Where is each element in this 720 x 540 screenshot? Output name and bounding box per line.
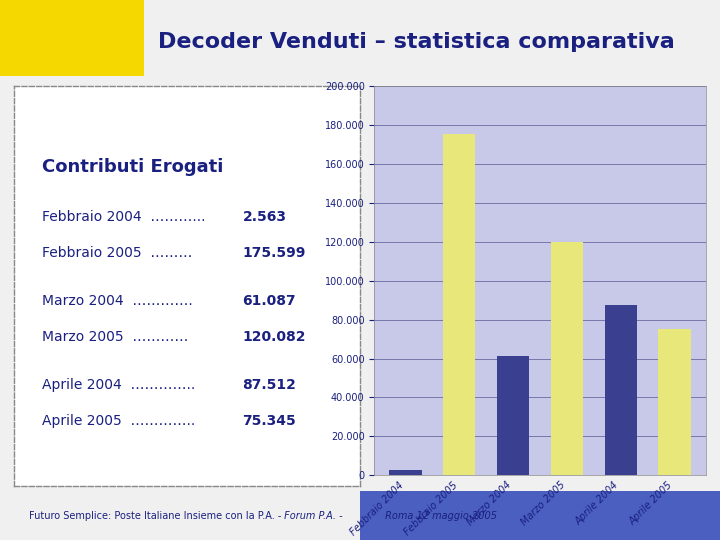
Text: Febbraio 2004  ………...: Febbraio 2004 ………...: [42, 210, 205, 224]
Bar: [390, 470, 422, 475]
Bar: [444, 134, 475, 475]
Text: Marzo 2005  …………: Marzo 2005 …………: [42, 330, 189, 344]
Text: Contributi Erogati: Contributi Erogati: [42, 158, 223, 177]
Bar: [605, 305, 636, 475]
Text: 75.345: 75.345: [243, 414, 296, 428]
Text: Forum P.A. -: Forum P.A. -: [281, 511, 343, 521]
Bar: [658, 329, 690, 475]
Text: 2.563: 2.563: [243, 210, 287, 224]
Bar: [551, 242, 583, 475]
Text: Futuro Semplice: Poste Italiane Insieme con la P.A. -: Futuro Semplice: Poste Italiane Insieme …: [29, 511, 282, 521]
Text: 120.082: 120.082: [243, 330, 306, 344]
Text: Febbraio 2005  ………: Febbraio 2005 ………: [42, 246, 192, 260]
Text: 61.087: 61.087: [243, 294, 296, 308]
Text: Roma 12 maggio 2005: Roma 12 maggio 2005: [382, 511, 497, 521]
Text: 175.599: 175.599: [243, 246, 306, 260]
Text: Marzo 2004  ………….: Marzo 2004 ………….: [42, 294, 193, 308]
Text: Decoder Venduti – statistica comparativa: Decoder Venduti – statistica comparativa: [158, 31, 675, 52]
FancyBboxPatch shape: [0, 0, 144, 77]
FancyBboxPatch shape: [360, 484, 720, 540]
Bar: [497, 356, 529, 475]
Text: Aprile 2004  …………..: Aprile 2004 …………..: [42, 378, 195, 392]
Text: 87.512: 87.512: [243, 378, 297, 392]
Text: Aprile 2005  …………..: Aprile 2005 …………..: [42, 414, 195, 428]
